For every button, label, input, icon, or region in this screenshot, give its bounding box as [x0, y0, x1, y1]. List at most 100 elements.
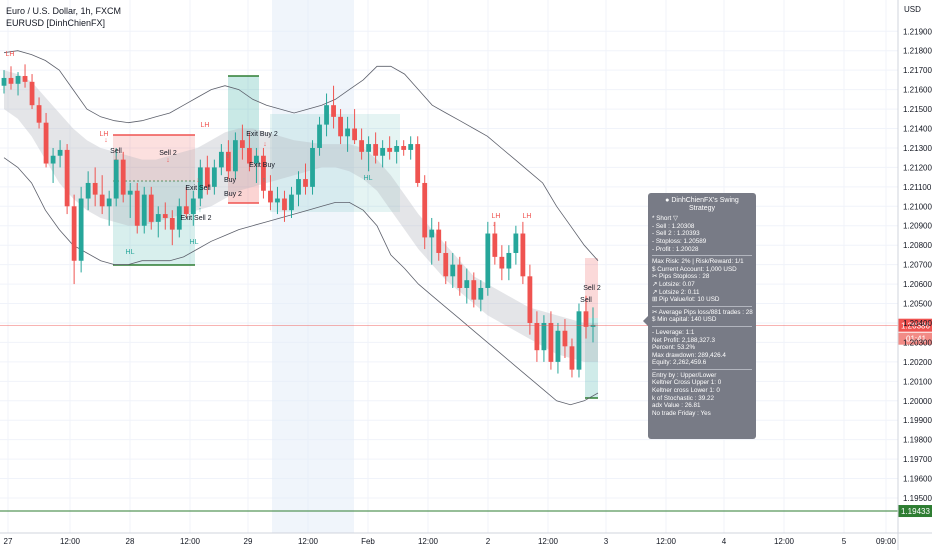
candle	[513, 225, 519, 265]
candle-body	[324, 105, 329, 125]
lh-label: LH	[6, 51, 15, 58]
price-tick-label: 1.21700	[903, 66, 932, 75]
candle	[478, 280, 484, 312]
info-line: No trade Friday : Yes	[652, 409, 711, 417]
info-line: ↗ Lotsize 2: 0.11	[652, 288, 700, 296]
candle-body	[345, 128, 350, 137]
level-value: 1.19433	[901, 507, 930, 516]
time-tick-label: 12:00	[180, 537, 201, 546]
candle-body	[548, 322, 554, 362]
exit-buy-label: Exit Buy	[249, 162, 275, 169]
lh-label: LH	[523, 213, 532, 220]
candle	[289, 186, 294, 218]
candle	[232, 132, 238, 180]
candle-body	[218, 151, 224, 168]
candle-body	[555, 330, 561, 362]
candle	[359, 128, 365, 160]
candle-body	[113, 159, 119, 199]
candle	[57, 140, 63, 168]
time-tick-label: 2	[486, 537, 491, 546]
candle-body	[436, 229, 442, 253]
time-tick-label: 12:00	[418, 537, 439, 546]
time-tick-label: 5	[842, 537, 847, 546]
candle	[569, 338, 575, 378]
time-tick-label: 28	[126, 537, 135, 546]
info-line: Max drawdown: 289,426.4	[652, 351, 726, 359]
current-target-zone	[585, 318, 598, 398]
time-tick-label: 12:00	[774, 537, 795, 546]
candle	[443, 241, 449, 285]
candle	[247, 132, 252, 172]
candle	[169, 210, 175, 246]
candle	[534, 311, 540, 362]
candle-body	[85, 182, 91, 199]
candle-body	[141, 194, 147, 226]
candle-body	[443, 252, 449, 277]
candle	[36, 97, 42, 129]
candle-body	[429, 229, 435, 238]
candle	[106, 190, 112, 226]
candle	[15, 72, 21, 96]
candle-body	[583, 311, 589, 327]
candle	[211, 159, 217, 195]
candle	[415, 136, 421, 187]
candle-body	[57, 149, 63, 156]
candle	[548, 311, 554, 370]
price-tick-label: 1.20100	[903, 377, 932, 386]
candle	[120, 151, 126, 203]
sell2-label: Sell 2	[159, 150, 177, 157]
sell-stop-zone	[113, 135, 195, 181]
candle-body	[415, 144, 421, 183]
time-tick-label: 12:00	[60, 537, 81, 546]
price-tick-label: 1.21300	[903, 144, 932, 153]
candle	[464, 268, 470, 304]
info-line: ↗ Lotsize: 0.07	[652, 280, 695, 288]
price-tick-label: 1.20600	[903, 280, 932, 289]
arrow-up-icon: ↑	[262, 177, 266, 184]
candle-body	[162, 214, 168, 218]
risk-section: Max Risk: 2% | Risk/Reward: 1/1 $ Current…	[652, 258, 752, 304]
time-axis: 27 12:00 28 12:00 29 12:00 Feb 12:00 2 12:00 3 12:0…	[0, 532, 932, 546]
candle-body	[92, 182, 98, 195]
candle	[85, 171, 91, 211]
candle	[50, 147, 56, 183]
info-line: - Sell 2 : 1.20393	[652, 230, 700, 238]
candle-body	[576, 311, 582, 370]
price-tick-label: 1.20700	[903, 261, 932, 270]
price-tick-label: 1.20400	[903, 319, 932, 328]
signal-labels: LH LH LH LH LH HL HL HL Sell Sell 2 Exit Sell Exit …	[6, 51, 601, 304]
candle-body	[331, 105, 336, 117]
candle-body	[211, 167, 217, 187]
performance-section: - Leverage: 1:1 Net Profit: 2,188,327.3 Pe…	[652, 329, 752, 367]
candle	[78, 186, 84, 273]
candle	[268, 175, 273, 211]
sell-label: Sell	[110, 148, 122, 155]
candle	[275, 186, 280, 215]
price-axis: 1.21900 1.21800 1.21700 1.21600 1.21500 1.214…	[897, 0, 932, 550]
current-price-value: 1.20386	[901, 322, 930, 331]
session-highlight	[272, 0, 354, 533]
price-tick-label: 1.20800	[903, 241, 932, 250]
price-tick-label: 1.20500	[903, 300, 932, 309]
candle-body	[387, 147, 393, 152]
candle-body	[450, 264, 456, 277]
indicator-title: EURUSD [DinhChienFX]	[6, 18, 105, 28]
current-price-tag	[898, 318, 932, 332]
candle	[225, 140, 231, 180]
candle-body	[254, 155, 259, 164]
candle-body	[71, 206, 77, 261]
arrow-down-icon: ↓	[492, 221, 496, 228]
candle-body	[366, 144, 372, 152]
time-tick-label: 4	[722, 537, 727, 546]
info-line: k of Stochastic : 39.22	[652, 394, 714, 402]
candle	[127, 182, 133, 218]
candle	[394, 140, 400, 164]
candle-body	[282, 198, 287, 211]
price-tick-label: 1.19500	[903, 494, 932, 503]
candle	[29, 74, 35, 110]
candle	[541, 315, 547, 362]
candle-body	[513, 233, 519, 253]
candle-body	[155, 214, 161, 222]
info-line: Keltner Cross Upper 1: 0	[652, 379, 722, 387]
